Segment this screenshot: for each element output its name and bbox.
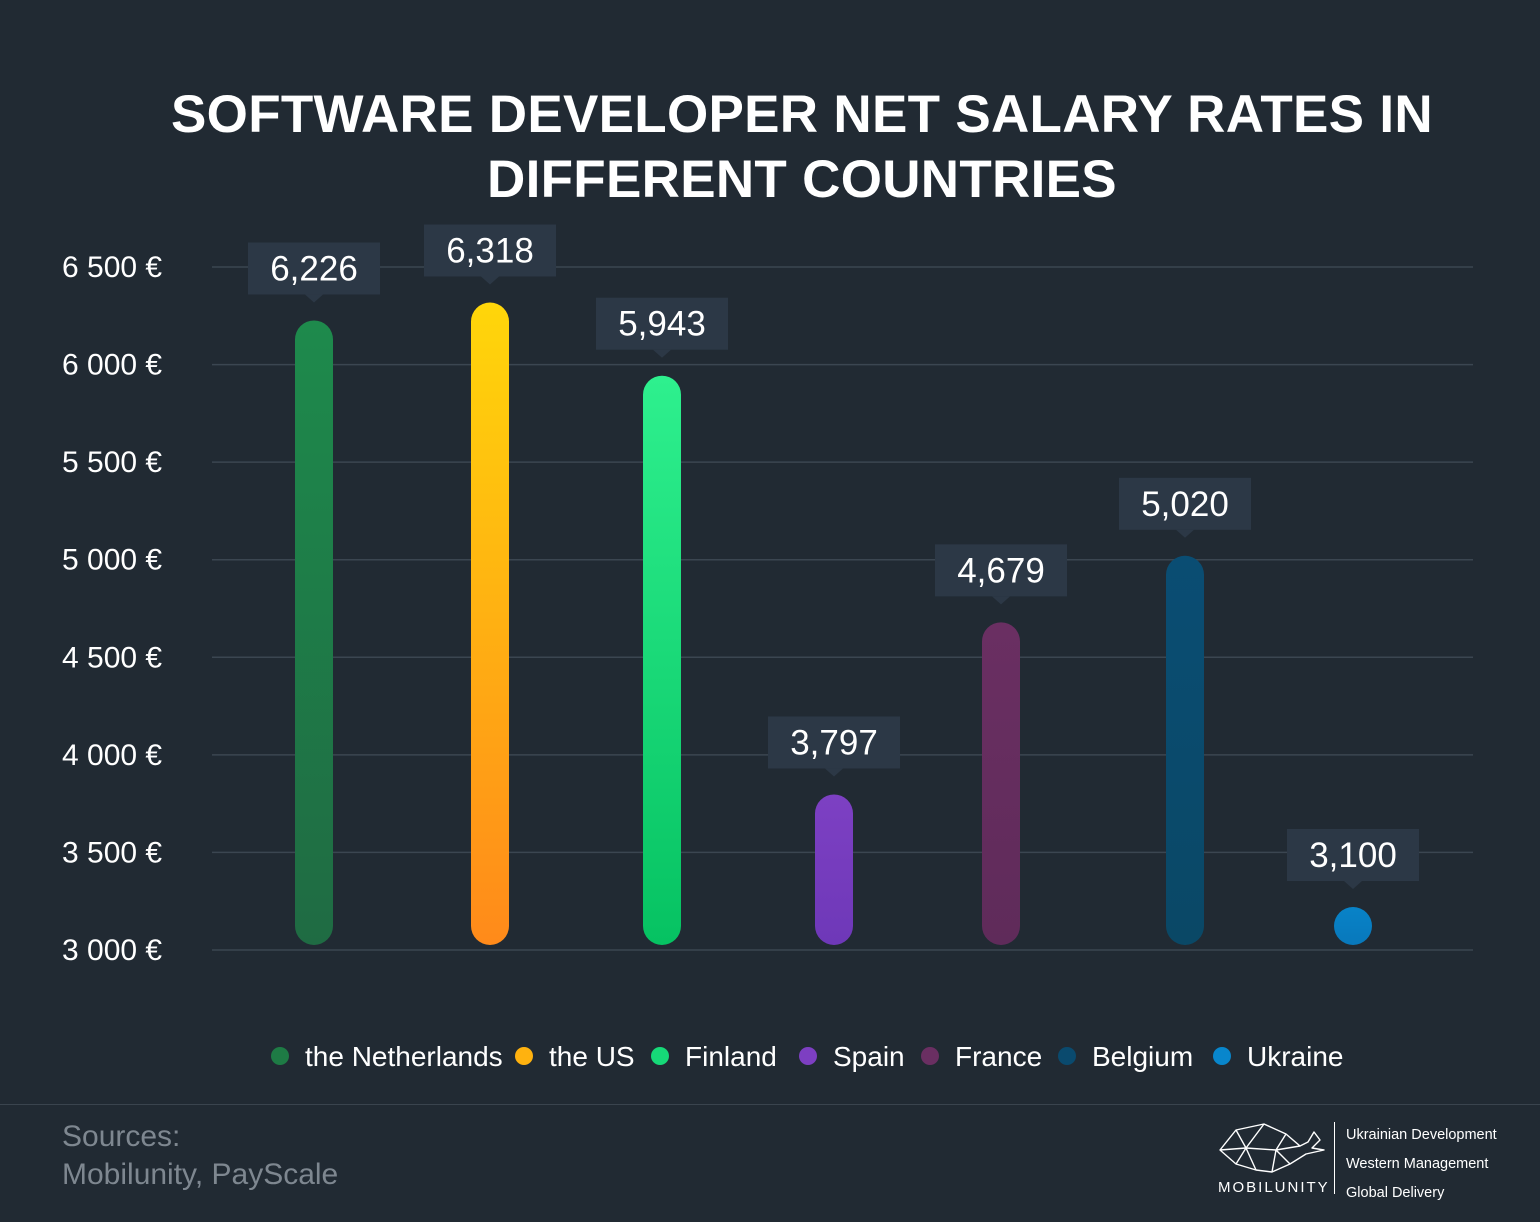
y-tick-label: 4 500 € [62,641,162,674]
legend-label: Spain [833,1041,905,1072]
value-label-box [424,224,556,277]
tagline-2: Western Management [1346,1156,1489,1172]
chart-title-line-1: SOFTWARE DEVELOPER NET SALARY RATES IN [171,85,1433,144]
value-label-pointer [825,768,843,777]
value-label-pointer [992,596,1010,605]
legend-label: France [955,1041,1042,1072]
tagline-3: Global Delivery [1346,1185,1445,1201]
y-tick-label: 6 500 € [62,251,162,284]
legend-label: the US [549,1041,635,1072]
value-label-pointer [653,349,671,358]
sources-text: Mobilunity, PayScale [62,1158,339,1191]
value-label-box [935,544,1067,597]
bar-france [982,622,1020,945]
y-tick-label: 6 000 € [62,349,162,382]
value-label: 6,318 [446,232,534,271]
value-labels: 6,226 6,318 5,943 3,797 4,679 5,020 3,100 [248,224,1419,889]
value-label-box [1287,829,1419,881]
legend-swatch [1058,1047,1076,1065]
bar-the-netherlands [295,320,333,946]
footer-divider [0,1104,1540,1105]
legend-swatch [271,1047,289,1065]
value-label-box [248,242,380,295]
value-label-pointer [1344,881,1362,889]
bars [295,302,1372,946]
legend-swatch [1213,1047,1231,1065]
logo-divider [1334,1122,1335,1194]
value-label: 4,679 [957,551,1045,590]
legend-swatch [921,1047,939,1065]
legend-swatch [515,1047,533,1065]
legend-label: Finland [685,1041,777,1072]
value-label-pointer [305,294,323,303]
bar-ukraine [1334,907,1372,945]
bar-finland [643,375,681,945]
chart-title: SOFTWARE DEVELOPER NET SALARY RATES IN D… [0,82,1540,212]
y-tick-label: 5 500 € [62,446,162,479]
value-label: 5,943 [618,305,706,344]
sources-label: Sources: [62,1120,181,1153]
bar-spain [815,794,853,945]
legend-label: Ukraine [1247,1041,1343,1072]
legend-label: the Netherlands [305,1041,503,1072]
value-label: 6,226 [270,249,358,288]
value-label-box [596,297,728,350]
y-tick-label: 3 500 € [62,836,162,869]
value-label: 5,020 [1141,485,1229,524]
brand-name: MOBILUNITY [1218,1179,1330,1196]
bar-the-us [471,302,509,945]
sources: Sources: Mobilunity, PayScale [62,1118,338,1194]
legend: the Netherlands the US Finland Spain France B… [271,1041,1343,1072]
logo-taglines: Ukrainian Development Western Management… [1346,1121,1497,1208]
legend-swatch [651,1047,669,1065]
value-label-pointer [1176,529,1194,538]
value-label: 3,797 [790,723,878,762]
value-label-box [768,716,900,769]
value-label-box [1119,477,1251,530]
y-axis-ticks: 3 000 € 3 500 € 4 000 € 4 500 € 5 000 € 5 500… [62,251,162,967]
whale-icon [1219,1123,1325,1173]
y-tick-label: 4 000 € [62,739,162,772]
legend-label: Belgium [1092,1041,1193,1072]
legend-swatch [799,1047,817,1065]
y-tick-label: 3 000 € [62,934,162,967]
y-tick-label: 5 000 € [62,544,162,577]
bar-chart: 3 000 € 3 500 € 4 000 € 4 500 € 5 000 € 5 500… [62,224,1473,1072]
chart-title-line-2: DIFFERENT COUNTRIES [487,150,1117,209]
tagline-1: Ukrainian Development [1346,1127,1497,1143]
value-label: 3,100 [1309,836,1397,875]
bar-belgium [1166,555,1204,945]
value-label-pointer [481,276,499,285]
mobilunity-logo: MOBILUNITY Ukrainian Development Western… [1210,1118,1530,1208]
